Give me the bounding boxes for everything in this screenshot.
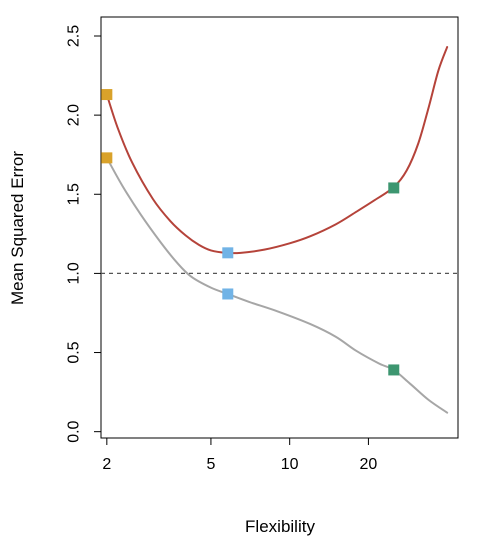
marker-square-5	[388, 182, 400, 194]
x-tick-label: 20	[360, 456, 378, 473]
y-tick-label: 2.5	[66, 25, 83, 47]
x-tick-label: 5	[206, 456, 215, 473]
marker-square-6	[388, 364, 400, 376]
plot-frame	[100, 16, 459, 439]
marker-square-4	[222, 288, 234, 300]
x-axis-title: Flexibility	[245, 517, 315, 536]
y-tick-label: 0.0	[66, 420, 83, 442]
y-tick-label: 1.5	[66, 183, 83, 205]
marker-square-1	[101, 89, 113, 101]
marker-square-3	[222, 247, 234, 259]
y-tick-label: 0.5	[66, 341, 83, 363]
y-axis-title: Mean Squared Error	[8, 151, 27, 305]
marker-square-2	[101, 152, 113, 164]
y-tick-label: 2.0	[66, 104, 83, 126]
x-tick-label: 10	[281, 456, 299, 473]
x-tick-label: 2	[102, 456, 111, 473]
series-line-1	[105, 46, 449, 255]
y-tick-label: 1.0	[66, 262, 83, 284]
